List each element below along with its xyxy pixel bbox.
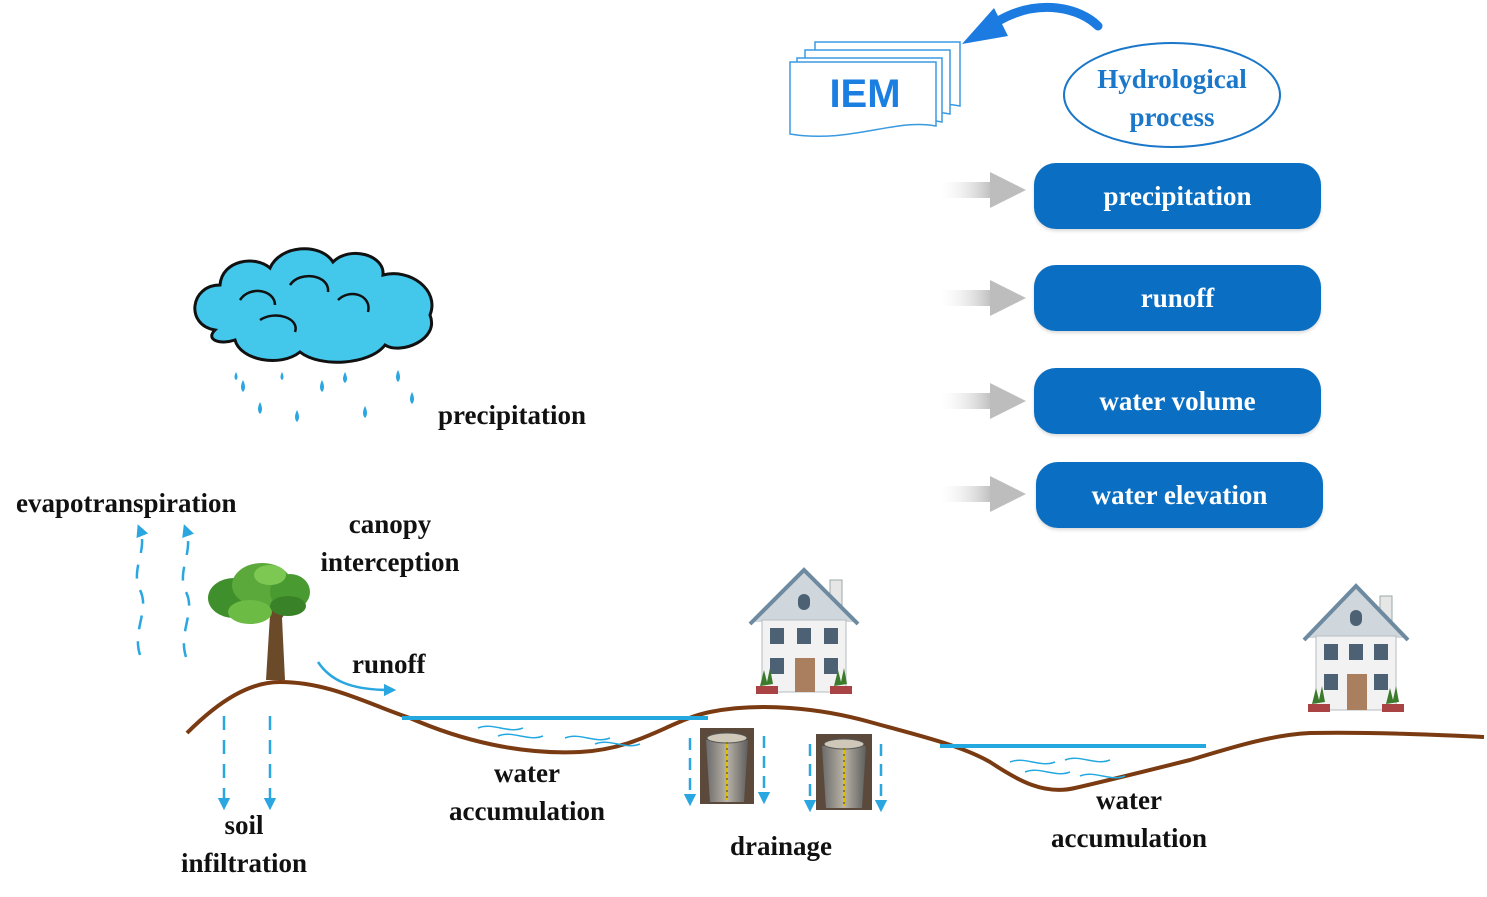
canopy-interception-label: canopy interception — [320, 509, 460, 577]
manhole-icon — [700, 728, 754, 804]
runoff-label: runoff — [352, 649, 426, 679]
hydrological-process-label: Hydrological process — [1097, 64, 1247, 132]
iem-label: IEM — [829, 72, 901, 116]
tree-icon — [208, 563, 310, 680]
output-runoff: runoff — [1034, 265, 1321, 331]
soil-infiltration-arrows — [217, 716, 277, 811]
output-water-volume: water volume — [1034, 368, 1321, 434]
evapotranspiration-arrows — [135, 524, 195, 658]
soil-infiltration-label: soil infiltration — [181, 810, 307, 878]
output-water-elevation: water elevation — [1036, 462, 1323, 528]
house-icon — [1302, 583, 1410, 712]
water-pool-1 — [402, 716, 708, 747]
cloud-icon — [193, 247, 434, 364]
water-pool-2 — [940, 744, 1206, 779]
water-accumulation-label-2: water accumulation — [1050, 785, 1207, 853]
manhole-icon — [816, 734, 872, 810]
output-arrows — [940, 172, 1026, 512]
water-accumulation-label-1: water accumulation — [448, 758, 605, 826]
hydrological-process-ellipse — [1063, 42, 1281, 148]
house-icon — [748, 567, 860, 694]
ground-line — [185, 679, 1485, 792]
feedback-arrow — [962, 3, 1103, 44]
rain-drops — [234, 370, 414, 422]
evapotranspiration-label: evapotranspiration — [16, 488, 237, 518]
output-precipitation: precipitation — [1034, 163, 1321, 229]
drainage-label: drainage — [730, 831, 833, 861]
runoff-arrow — [316, 661, 397, 697]
document-stack-icon — [789, 41, 961, 138]
precipitation-label: precipitation — [438, 400, 586, 430]
drainage-arrows — [683, 736, 888, 813]
